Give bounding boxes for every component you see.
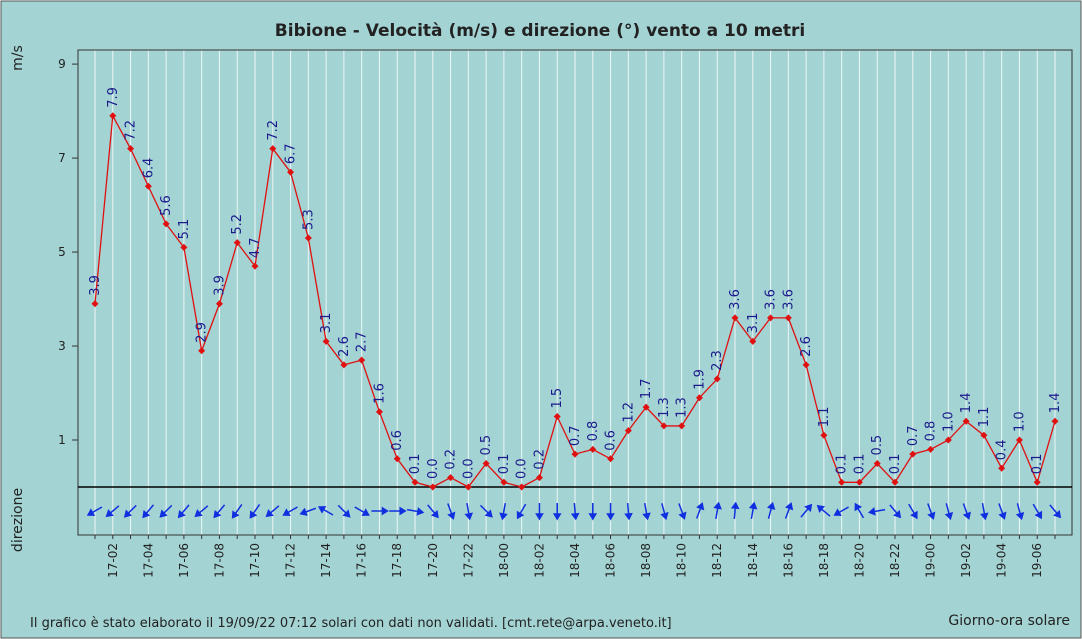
x-tick-label: 19-06 (1030, 543, 1044, 578)
data-label: 0.7 (906, 425, 921, 446)
data-label: 1.0 (941, 411, 956, 432)
data-label: 3.9 (212, 275, 227, 296)
data-label: 1.1 (817, 407, 832, 428)
data-label: 0.6 (604, 430, 619, 451)
y-tick-label: 9 (58, 57, 66, 71)
data-label: 0.0 (426, 458, 441, 479)
data-label: 0.2 (532, 449, 547, 470)
x-tick-label: 18-04 (568, 543, 582, 578)
data-label: 1.3 (675, 397, 690, 418)
x-tick-label: 18-06 (604, 543, 618, 578)
x-tick-label: 18-22 (888, 543, 902, 578)
data-label: 1.3 (657, 397, 672, 418)
y-tick-label: 1 (58, 433, 66, 447)
y-axis-label: m/s (10, 45, 26, 71)
data-label: 2.9 (195, 322, 210, 343)
data-label: 0.0 (515, 458, 530, 479)
data-label: 0.6 (390, 430, 405, 451)
data-label: 5.2 (230, 214, 245, 235)
data-label: 0.0 (461, 458, 476, 479)
data-label: 7.2 (124, 120, 139, 141)
data-label: 1.1 (977, 407, 992, 428)
y-tick-label: 7 (58, 151, 66, 165)
x-tick-label: 17-14 (319, 543, 333, 578)
x-tick-label: 19-04 (995, 543, 1009, 578)
data-label: 3.6 (764, 289, 779, 310)
x-tick-label: 18-20 (852, 543, 866, 578)
x-tick-label: 18-10 (675, 543, 689, 578)
direction-label: direzione (10, 488, 26, 552)
data-label: 1.6 (372, 383, 387, 404)
data-label: 6.4 (141, 158, 156, 179)
y-tick-label: 3 (58, 339, 66, 353)
data-label: 0.1 (408, 454, 423, 475)
data-label: 3.6 (728, 289, 743, 310)
data-label: 2.6 (799, 336, 814, 357)
data-label: 1.5 (550, 388, 565, 409)
data-label: 1.4 (1048, 393, 1063, 414)
data-label: 0.4 (995, 440, 1010, 461)
data-label: 0.2 (444, 449, 459, 470)
data-label: 0.1 (835, 454, 850, 475)
data-label: 0.5 (870, 435, 885, 456)
data-label: 2.7 (355, 331, 370, 352)
x-tick-label: 17-12 (284, 543, 298, 578)
data-label: 6.7 (284, 143, 299, 164)
x-tick-label: 17-18 (390, 543, 404, 578)
data-label: 2.3 (710, 350, 725, 371)
x-tick-label: 18-16 (781, 543, 795, 578)
data-label: 3.1 (319, 313, 334, 334)
x-tick-label: 17-16 (355, 543, 369, 578)
x-tick-label: 17-02 (106, 543, 120, 578)
x-tick-label: 18-12 (710, 543, 724, 578)
data-label: 5.1 (177, 219, 192, 240)
data-label: 4.7 (248, 237, 263, 258)
data-label: 3.6 (781, 289, 796, 310)
data-label: 3.1 (746, 313, 761, 334)
x-tick-label: 17-22 (461, 543, 475, 578)
x-tick-label: 17-04 (141, 543, 155, 578)
footer: Il grafico è stato elaborato il 19/09/22… (30, 616, 672, 631)
data-label: 1.0 (1012, 411, 1027, 432)
x-tick-label: 17-08 (212, 543, 226, 578)
background (1, 1, 1081, 638)
x-tick-label: 17-10 (248, 543, 262, 578)
data-label: 1.9 (692, 369, 707, 390)
data-label: 0.1 (888, 454, 903, 475)
data-label: 0.5 (479, 435, 494, 456)
data-label: 0.1 (1030, 454, 1045, 475)
x-tick-label: 18-02 (532, 543, 546, 578)
x-tick-label: 18-18 (817, 543, 831, 578)
data-label: 5.6 (159, 195, 174, 216)
data-label: 0.1 (852, 454, 867, 475)
data-label: 0.8 (586, 421, 601, 442)
x-tick-label: 18-14 (746, 543, 760, 578)
x-tick-label: 18-08 (639, 543, 653, 578)
data-label: 1.4 (959, 393, 974, 414)
data-label: 0.8 (924, 421, 939, 442)
data-label: 2.6 (337, 336, 352, 357)
x-tick-label: 18-00 (497, 543, 511, 578)
x-tick-label: 17-20 (426, 543, 440, 578)
data-label: 0.1 (497, 454, 512, 475)
x-tick-label: 17-06 (177, 543, 191, 578)
chart: Bibione - Velocità (m/s) e direzione (°)… (0, 0, 1082, 639)
data-label: 1.2 (621, 402, 636, 423)
data-label: 5.3 (301, 209, 316, 230)
data-label: 3.9 (88, 275, 103, 296)
y-tick-label: 5 (58, 245, 66, 259)
data-label: 7.9 (106, 87, 121, 108)
x-axis-label: Giorno-ora solare (948, 613, 1070, 629)
data-label: 7.2 (266, 120, 281, 141)
x-tick-label: 19-02 (959, 543, 973, 578)
chart-title: Bibione - Velocità (m/s) e direzione (°)… (275, 21, 805, 41)
data-label: 0.7 (568, 425, 583, 446)
x-tick-label: 19-00 (924, 543, 938, 578)
data-label: 1.7 (639, 378, 654, 399)
